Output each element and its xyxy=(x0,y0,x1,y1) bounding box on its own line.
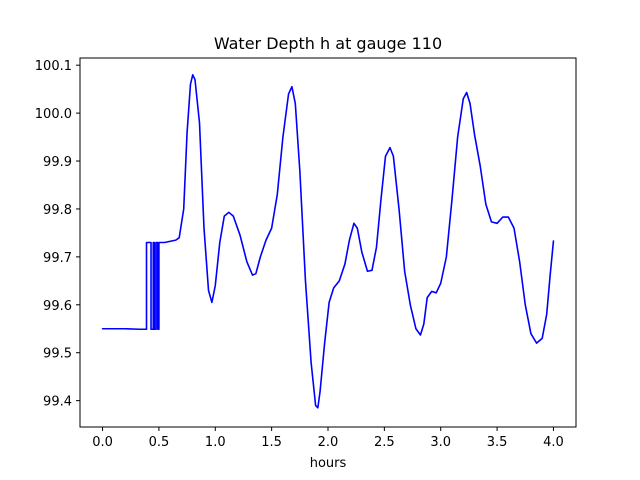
x-tick-label: 2.0 xyxy=(318,435,339,450)
x-tick-label: 0.5 xyxy=(149,435,170,450)
y-tick-label: 99.7 xyxy=(43,251,72,266)
x-tick-label: 4.0 xyxy=(543,435,564,450)
chart-title: Water Depth h at gauge 110 xyxy=(214,34,442,53)
x-tick-label: 3.5 xyxy=(487,435,508,450)
series-line xyxy=(101,73,555,409)
y-tick-label: 100.0 xyxy=(35,107,72,122)
plot-frame xyxy=(79,57,577,428)
y-tick-label: 99.6 xyxy=(43,299,72,314)
y-tick-label: 99.8 xyxy=(43,203,72,218)
x-tick-label: 0.0 xyxy=(92,435,113,450)
y-tick-label: 99.9 xyxy=(43,155,72,170)
x-axis-label: hours xyxy=(310,456,347,471)
x-tick-label: 1.0 xyxy=(205,435,226,450)
y-tick-label: 99.5 xyxy=(43,347,72,362)
x-tick-label: 2.5 xyxy=(374,435,395,450)
x-tick-label: 3.0 xyxy=(430,435,451,450)
axis-ticks: 0.0 0.5 1.0 1.5 2.0 2.5 3.0 3.5 4.0 99.4 99.5 99.6 9… xyxy=(35,59,564,450)
y-tick-label: 99.4 xyxy=(43,395,72,410)
plot-area xyxy=(101,73,555,409)
y-tick-label: 100.1 xyxy=(35,59,72,74)
x-tick-label: 1.5 xyxy=(261,435,282,450)
